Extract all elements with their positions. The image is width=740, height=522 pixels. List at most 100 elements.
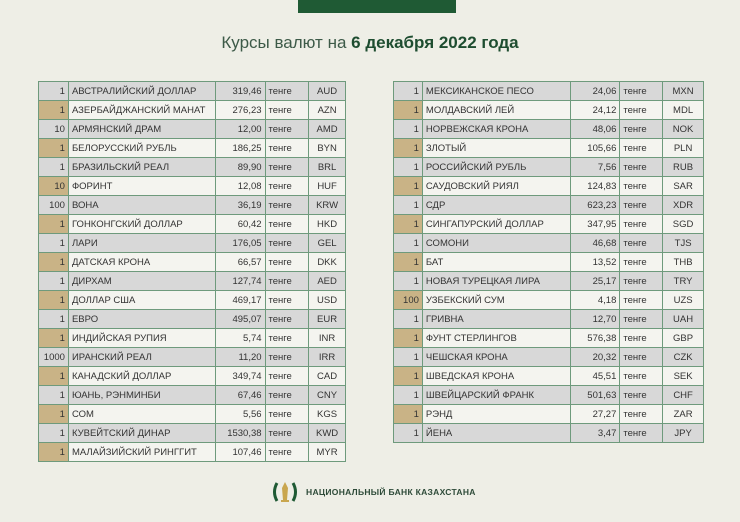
- nominal: 100: [38, 195, 69, 215]
- currency-code: KGS: [308, 404, 346, 424]
- unit: тенге: [264, 366, 310, 386]
- currency-code: SEK: [662, 366, 704, 386]
- currency-code: KRW: [308, 195, 346, 215]
- currency-name: ДИРХАМ: [67, 271, 216, 291]
- rate-value: 5,56: [214, 404, 266, 424]
- currency-code: NOK: [662, 119, 704, 139]
- rate-value: 7,56: [569, 157, 621, 177]
- table-row: 1 ШВЕДСКАЯ КРОНА 45,51 тенге SEK: [393, 366, 704, 386]
- currency-name: ФУНТ СТЕРЛИНГОВ: [421, 328, 571, 348]
- currency-name: ИНДИЙСКАЯ РУПИЯ: [67, 328, 216, 348]
- unit: тенге: [264, 404, 310, 424]
- currency-code: SAR: [662, 176, 704, 196]
- currency-name: ШВЕЙЦАРСКИЙ ФРАНК: [421, 385, 571, 405]
- table-row: 1 РЭНД 27,27 тенге ZAR: [393, 404, 704, 424]
- table-row: 1 ДАТСКАЯ КРОНА 66,57 тенге DKK: [38, 252, 346, 272]
- unit: тенге: [264, 385, 310, 405]
- unit: тенге: [619, 366, 664, 386]
- table-row: 1 ЛАРИ 176,05 тенге GEL: [38, 233, 346, 253]
- table-row: 1 ЙЕНА 3,47 тенге JPY: [393, 423, 704, 443]
- unit: тенге: [264, 309, 310, 329]
- currency-name: СОМ: [67, 404, 216, 424]
- unit: тенге: [264, 100, 310, 120]
- currency-code: UZS: [662, 290, 704, 310]
- footer: НАЦИОНАЛЬНЫЙ БАНК КАЗАХСТАНА: [272, 480, 476, 504]
- table-row: 1 СОМ 5,56 тенге KGS: [38, 404, 346, 424]
- unit: тенге: [264, 119, 310, 139]
- rate-value: 623,23: [569, 195, 621, 215]
- nominal: 1: [393, 423, 423, 443]
- currency-code: INR: [308, 328, 346, 348]
- rate-value: 67,46: [214, 385, 266, 405]
- currency-code: HUF: [308, 176, 346, 196]
- rate-value: 469,17: [214, 290, 266, 310]
- table-row: 1 БЕЛОРУССКИЙ РУБЛЬ 186,25 тенге BYN: [38, 138, 346, 158]
- currency-code: BRL: [308, 157, 346, 177]
- currency-name: АРМЯНСКИЙ ДРАМ: [67, 119, 216, 139]
- nominal: 1: [393, 404, 423, 424]
- currency-name: СДР: [421, 195, 571, 215]
- currency-code: HKD: [308, 214, 346, 234]
- nominal: 1: [38, 442, 69, 462]
- unit: тенге: [264, 423, 310, 443]
- currency-code: CNY: [308, 385, 346, 405]
- title-date: 6 декабря 2022 года: [351, 33, 519, 52]
- currency-code: CHF: [662, 385, 704, 405]
- currency-code: TJS: [662, 233, 704, 253]
- rate-value: 24,06: [569, 81, 621, 101]
- nominal: 1: [393, 157, 423, 177]
- unit: тенге: [619, 119, 664, 139]
- table-row: 1 ФУНТ СТЕРЛИНГОВ 576,38 тенге GBP: [393, 328, 704, 348]
- top-banner: [298, 0, 456, 13]
- currency-code: CZK: [662, 347, 704, 367]
- table-row: 1 АВСТРАЛИЙСКИЙ ДОЛЛАР 319,46 тенге AUD: [38, 81, 346, 101]
- page-title: Курсы валют на 6 декабря 2022 года: [221, 33, 519, 52]
- currency-code: JPY: [662, 423, 704, 443]
- currency-name: ШВЕДСКАЯ КРОНА: [421, 366, 571, 386]
- rate-value: 3,47: [569, 423, 621, 443]
- nominal: 1: [393, 119, 423, 139]
- table-row: 1 ЮАНЬ, РЭНМИНБИ 67,46 тенге CNY: [38, 385, 346, 405]
- currency-code: MXN: [662, 81, 704, 101]
- rates-table-left: 1 АВСТРАЛИЙСКИЙ ДОЛЛАР 319,46 тенге AUD 1 АЗЕР…: [38, 81, 346, 462]
- currency-name: АЗЕРБАЙДЖАНСКИЙ МАНАТ: [67, 100, 216, 120]
- rate-value: 89,90: [214, 157, 266, 177]
- table-row: 1 НОРВЕЖСКАЯ КРОНА 48,06 тенге NOK: [393, 119, 704, 139]
- rate-value: 5,74: [214, 328, 266, 348]
- unit: тенге: [619, 423, 664, 443]
- table-row: 1 МЕКСИКАНСКОЕ ПЕСО 24,06 тенге MXN: [393, 81, 704, 101]
- rate-value: 25,17: [569, 271, 621, 291]
- table-row: 1 ДИРХАМ 127,74 тенге AED: [38, 271, 346, 291]
- nominal: 100: [393, 290, 423, 310]
- rate-value: 107,46: [214, 442, 266, 462]
- nominal: 1: [38, 385, 69, 405]
- rate-value: 36,19: [214, 195, 266, 215]
- rate-value: 319,46: [214, 81, 266, 101]
- nominal: 1: [38, 404, 69, 424]
- nominal: 1: [38, 290, 69, 310]
- unit: тенге: [619, 100, 664, 120]
- currency-code: THB: [662, 252, 704, 272]
- rate-value: 12,70: [569, 309, 621, 329]
- unit: тенге: [619, 404, 664, 424]
- bank-name: НАЦИОНАЛЬНЫЙ БАНК КАЗАХСТАНА: [306, 487, 476, 497]
- nominal: 1: [38, 138, 69, 158]
- nominal: 1: [393, 176, 423, 196]
- unit: тенге: [619, 176, 664, 196]
- rate-value: 12,08: [214, 176, 266, 196]
- nominal: 1: [38, 214, 69, 234]
- currency-name: БАТ: [421, 252, 571, 272]
- rate-value: 501,63: [569, 385, 621, 405]
- unit: тенге: [264, 290, 310, 310]
- currency-code: GEL: [308, 233, 346, 253]
- rate-value: 105,66: [569, 138, 621, 158]
- unit: тенге: [619, 233, 664, 253]
- currency-name: ДАТСКАЯ КРОНА: [67, 252, 216, 272]
- unit: тенге: [619, 385, 664, 405]
- table-row: 10 АРМЯНСКИЙ ДРАМ 12,00 тенге AMD: [38, 119, 346, 139]
- currency-code: BYN: [308, 138, 346, 158]
- currency-code: TRY: [662, 271, 704, 291]
- currency-name: ИРАНСКИЙ РЕАЛ: [67, 347, 216, 367]
- currency-name: РЭНД: [421, 404, 571, 424]
- currency-name: СИНГАПУРСКИЙ ДОЛЛАР: [421, 214, 571, 234]
